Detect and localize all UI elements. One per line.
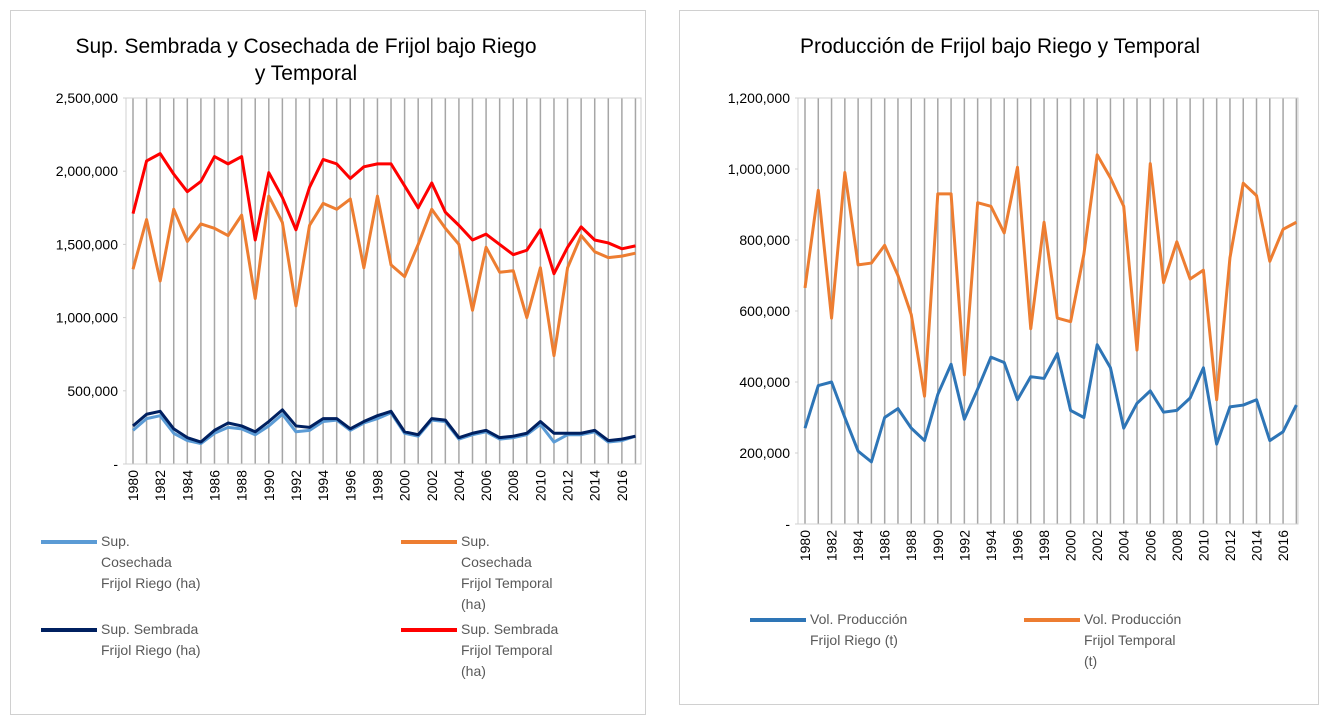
x-tick-label: 2004: [1116, 530, 1132, 561]
x-tick-label: 1992: [288, 470, 304, 501]
chart-title: Producción de Frijol bajo Riego y Tempor…: [800, 35, 1200, 58]
x-tick-label: 2000: [1063, 530, 1079, 561]
x-tick-label: 1984: [850, 530, 866, 561]
x-tick-label: 2014: [587, 470, 603, 501]
x-tick-label: 1990: [261, 470, 277, 501]
legend-label: Sup. Sembrada Frijol Temporal (ha): [461, 621, 559, 679]
x-tick-label: 1980: [797, 530, 813, 561]
x-tick-label: 2014: [1249, 530, 1265, 561]
x-tick-label: 2002: [1089, 530, 1105, 561]
x-tick-label: 2006: [1142, 530, 1158, 561]
y-tick-label: 800,000: [739, 232, 790, 248]
x-tick-label: 2008: [1169, 530, 1185, 561]
x-tick-label: 2004: [451, 470, 467, 501]
x-tick-label: 2016: [1275, 530, 1291, 561]
x-tick-label: 1982: [152, 470, 168, 501]
series-line: [131, 194, 636, 358]
legend-entry: Sup. Cosechada Frijol Riego (ha): [41, 531, 201, 594]
x-tick-label: 1994: [983, 530, 999, 561]
legend-label: Sup. Cosechada Frijol Temporal (ha): [461, 533, 553, 612]
x-tick-label: 1996: [1009, 530, 1025, 561]
legend-swatch: [750, 618, 806, 622]
chart-panel: Sup. Sembrada y Cosechada de Frijol bajo…: [10, 10, 646, 715]
y-tick-label: 200,000: [739, 445, 790, 461]
x-tick-label: 1990: [930, 530, 946, 561]
legend-swatch: [401, 540, 457, 544]
series-line: [132, 411, 636, 446]
y-tick-label: 500,000: [67, 383, 118, 399]
legend-swatch: [41, 628, 97, 632]
plot: - 500,000 1,000,000 1,500,000 2,000,000 2,500…: [56, 90, 642, 501]
x-tick-label: 1982: [824, 530, 840, 561]
x-tick-label: 1986: [206, 470, 222, 501]
y-tick-label: -: [113, 456, 118, 472]
legend-entry: Sup. Sembrada Frijol Riego (ha): [41, 619, 201, 661]
x-tick-label: 2000: [397, 470, 413, 501]
x-tick-label: 2010: [532, 470, 548, 501]
x-tick-label: 1996: [342, 470, 358, 501]
x-tick-label: 2016: [614, 470, 630, 501]
legend-label: Sup. Cosechada Frijol Riego (ha): [101, 533, 201, 591]
plot-border: [125, 97, 642, 465]
legend-entry: Sup. Sembrada Frijol Temporal (ha): [401, 619, 561, 682]
legend-label: Sup. Sembrada Frijol Riego (ha): [101, 621, 201, 658]
x-tick-label: 2002: [424, 470, 440, 501]
x-tick-label: 1992: [956, 530, 972, 561]
series-line: [132, 408, 636, 444]
legend-entry: Vol. Producción Frijol Temporal (t): [1024, 609, 1184, 672]
legend-swatch: [401, 628, 457, 632]
y-tick-label: 2,000,000: [56, 163, 118, 179]
x-tick-label: 2010: [1195, 530, 1211, 561]
y-tick-label: 1,200,000: [728, 90, 790, 106]
legend-label: Vol. Producción Frijol Riego (t): [810, 611, 908, 648]
x-tick-label: 2008: [505, 470, 521, 501]
x-tick-label: 1980: [125, 470, 141, 501]
x-tick-label: 1994: [315, 470, 331, 501]
x-tick-label: 1998: [1036, 530, 1052, 561]
x-tick-label: 1988: [903, 530, 919, 561]
series-line: [803, 343, 1298, 464]
x-tick-label: 2006: [478, 470, 494, 501]
legend-swatch: [41, 540, 97, 544]
x-tick-label: 1986: [877, 530, 893, 561]
series-line: [131, 152, 636, 276]
legend-entry: Sup. Cosechada Frijol Temporal (ha): [401, 531, 561, 615]
y-tick-label: 2,500,000: [56, 90, 118, 106]
y-tick-label: 600,000: [739, 303, 790, 319]
y-tick-label: 1,000,000: [728, 161, 790, 177]
y-tick-label: 1,000,000: [56, 310, 118, 326]
plot: - 200,000 400,000 600,000 800,000 1,000,000 1,…: [728, 90, 1299, 561]
y-tick-label: -: [785, 516, 790, 532]
legend-entry: Vol. Producción Frijol Riego (t): [750, 609, 910, 651]
y-tick-label: 400,000: [739, 374, 790, 390]
legend-swatch: [1024, 618, 1080, 622]
legend-label: Vol. Producción Frijol Temporal (t): [1084, 611, 1182, 669]
x-tick-label: 1984: [179, 470, 195, 501]
chart-panel: Producción de Frijol bajo Riego y Tempor…: [679, 10, 1319, 705]
chart-title: Sup. Sembrada y Cosechada de Frijol bajo…: [75, 35, 537, 85]
series-line: [803, 153, 1298, 402]
x-tick-label: 1988: [234, 470, 250, 501]
x-tick-label: 1998: [369, 470, 385, 501]
x-tick-label: 2012: [1222, 530, 1238, 561]
y-tick-label: 1,500,000: [56, 236, 118, 252]
x-tick-label: 2012: [560, 470, 576, 501]
